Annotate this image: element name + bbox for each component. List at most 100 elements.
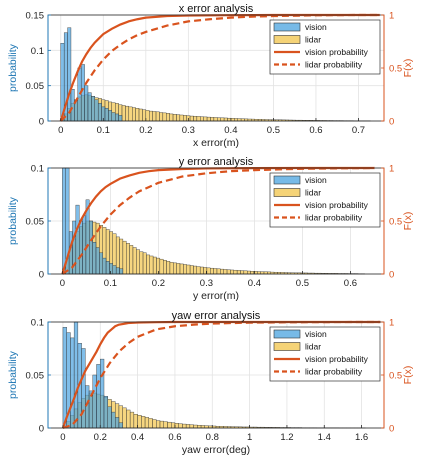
vision-bar xyxy=(73,321,79,429)
legend: vision lidar vision probability lidar proba… xyxy=(269,326,381,382)
lidar-bar xyxy=(240,270,245,275)
y2-axis-label: F(x) xyxy=(402,366,414,385)
lidar-bar xyxy=(196,266,201,275)
lidar-legend-swatch xyxy=(273,35,301,44)
x-tick-label: 0.8 xyxy=(206,432,219,443)
lidar-bar xyxy=(132,107,136,122)
vision-bar xyxy=(81,348,86,429)
x-tick-label: 1.6 xyxy=(355,432,368,443)
lidar-bar xyxy=(196,116,201,122)
legend-label: vision xyxy=(305,22,327,32)
legend-label: vision probability xyxy=(305,354,369,364)
vision-bar xyxy=(62,327,67,429)
vision-bar xyxy=(87,92,92,122)
lidar-bar xyxy=(156,420,161,429)
y2-tick-label: 0.5 xyxy=(389,64,402,75)
lidar-bar xyxy=(170,422,176,429)
legend-label: lidar probability xyxy=(305,367,363,377)
lidar-bar xyxy=(129,245,134,275)
y2-tick-label: 0 xyxy=(389,117,394,128)
y2-tick-label: 1 xyxy=(389,11,394,22)
x-tick-label: 0.6 xyxy=(344,278,357,289)
lidar-bar xyxy=(173,262,177,275)
lidar-bar xyxy=(126,243,130,275)
lidar-bar xyxy=(174,423,179,429)
x-tick-label: 0 xyxy=(60,278,65,289)
lidar-probability-line xyxy=(59,13,380,122)
vision-bar xyxy=(104,108,109,122)
y2-tick-label: 0 xyxy=(389,424,394,435)
vision-legend-swatch xyxy=(273,22,301,32)
legend-label: lidar xyxy=(305,188,321,198)
vision-legend-swatch xyxy=(273,175,301,185)
lidar-bar xyxy=(206,267,211,275)
vision-bar xyxy=(94,99,99,122)
lidar-bar xyxy=(230,118,235,122)
lidar-bar xyxy=(227,117,232,122)
y-tick-label: 0.15 xyxy=(26,11,45,22)
lidar-bar xyxy=(189,424,194,429)
x-axis-label: x error(m) xyxy=(193,137,239,149)
lidar-bar xyxy=(183,264,187,275)
x-axis-label: yaw error(deg) xyxy=(182,444,250,456)
vision-bar xyxy=(100,358,105,429)
x-tick-label: 0 xyxy=(58,125,63,136)
lidar-bar xyxy=(179,114,184,122)
lidar-bar xyxy=(169,113,174,122)
lidar-bar xyxy=(126,409,131,429)
lidar-bar xyxy=(233,269,238,275)
y-axis-label: probability xyxy=(7,43,19,92)
y2-tick-label: 1 xyxy=(389,164,394,175)
lidar-bar xyxy=(176,263,181,275)
vision-bar xyxy=(96,364,101,429)
x-tick-label: 0.2 xyxy=(94,432,107,443)
lidar-bar xyxy=(220,268,224,275)
lidar-bar xyxy=(125,105,130,122)
vision-bar xyxy=(114,113,119,122)
lidar-bar xyxy=(129,411,135,429)
vision-bar xyxy=(118,422,123,429)
x-tick-label: 0 xyxy=(60,432,65,443)
legend-label: vision probability xyxy=(305,200,369,210)
legend-label: lidar xyxy=(305,35,321,45)
y2-axis-label: F(x) xyxy=(402,59,414,78)
lidar-bar xyxy=(149,255,154,275)
x-tick-label: 0.3 xyxy=(182,125,195,136)
y-tick-label: 0.1 xyxy=(31,164,44,175)
x-tick-label: 0.3 xyxy=(200,278,213,289)
lidar-bar xyxy=(169,262,174,275)
vision-bar xyxy=(105,261,110,275)
lidar-bar xyxy=(152,419,157,429)
legend-label: lidar probability xyxy=(305,213,363,223)
legend-label: vision xyxy=(305,175,327,185)
vision-bar xyxy=(91,96,95,122)
vision-bar xyxy=(85,385,90,429)
lidar-bar xyxy=(193,115,198,122)
vision-bar xyxy=(108,110,112,122)
lidar-bar xyxy=(193,424,198,429)
y2-tick-label: 0.5 xyxy=(389,371,402,382)
lidar-bar xyxy=(135,108,140,122)
lidar-bar xyxy=(246,270,251,275)
y-tick-label: 0.1 xyxy=(31,46,44,57)
lidar-bar xyxy=(200,116,204,122)
vision-bar xyxy=(82,215,87,275)
y2-axis-label: F(x) xyxy=(402,212,414,231)
lidar-bar xyxy=(182,423,187,429)
vision-bar xyxy=(99,252,103,275)
lidar-bar xyxy=(230,269,234,275)
x-tick-label: 0.6 xyxy=(309,125,322,136)
x-tick-label: 0.4 xyxy=(248,278,261,289)
y-tick-label: 0 xyxy=(39,117,44,128)
legend-label: vision probability xyxy=(305,47,369,57)
chart-panel-1: 0 0.1 0.2 0.3 0.4 0.5 0.6 0.7 0 0.05 0.1 0.15 0 0.5 1 x… xyxy=(7,3,414,149)
x-tick-label: 1.2 xyxy=(280,432,293,443)
lidar-bar xyxy=(122,240,127,275)
lidar-bar xyxy=(217,117,221,122)
chart-title: y error analysis xyxy=(179,156,254,168)
vision-bar xyxy=(97,103,102,122)
lidar-bar xyxy=(206,116,211,122)
chart-panel-2: 0 0.1 0.2 0.3 0.4 0.5 0.6 0 0.05 0.1 0 0.5 1 y error … xyxy=(7,156,414,302)
x-tick-label: 0.2 xyxy=(152,278,165,289)
